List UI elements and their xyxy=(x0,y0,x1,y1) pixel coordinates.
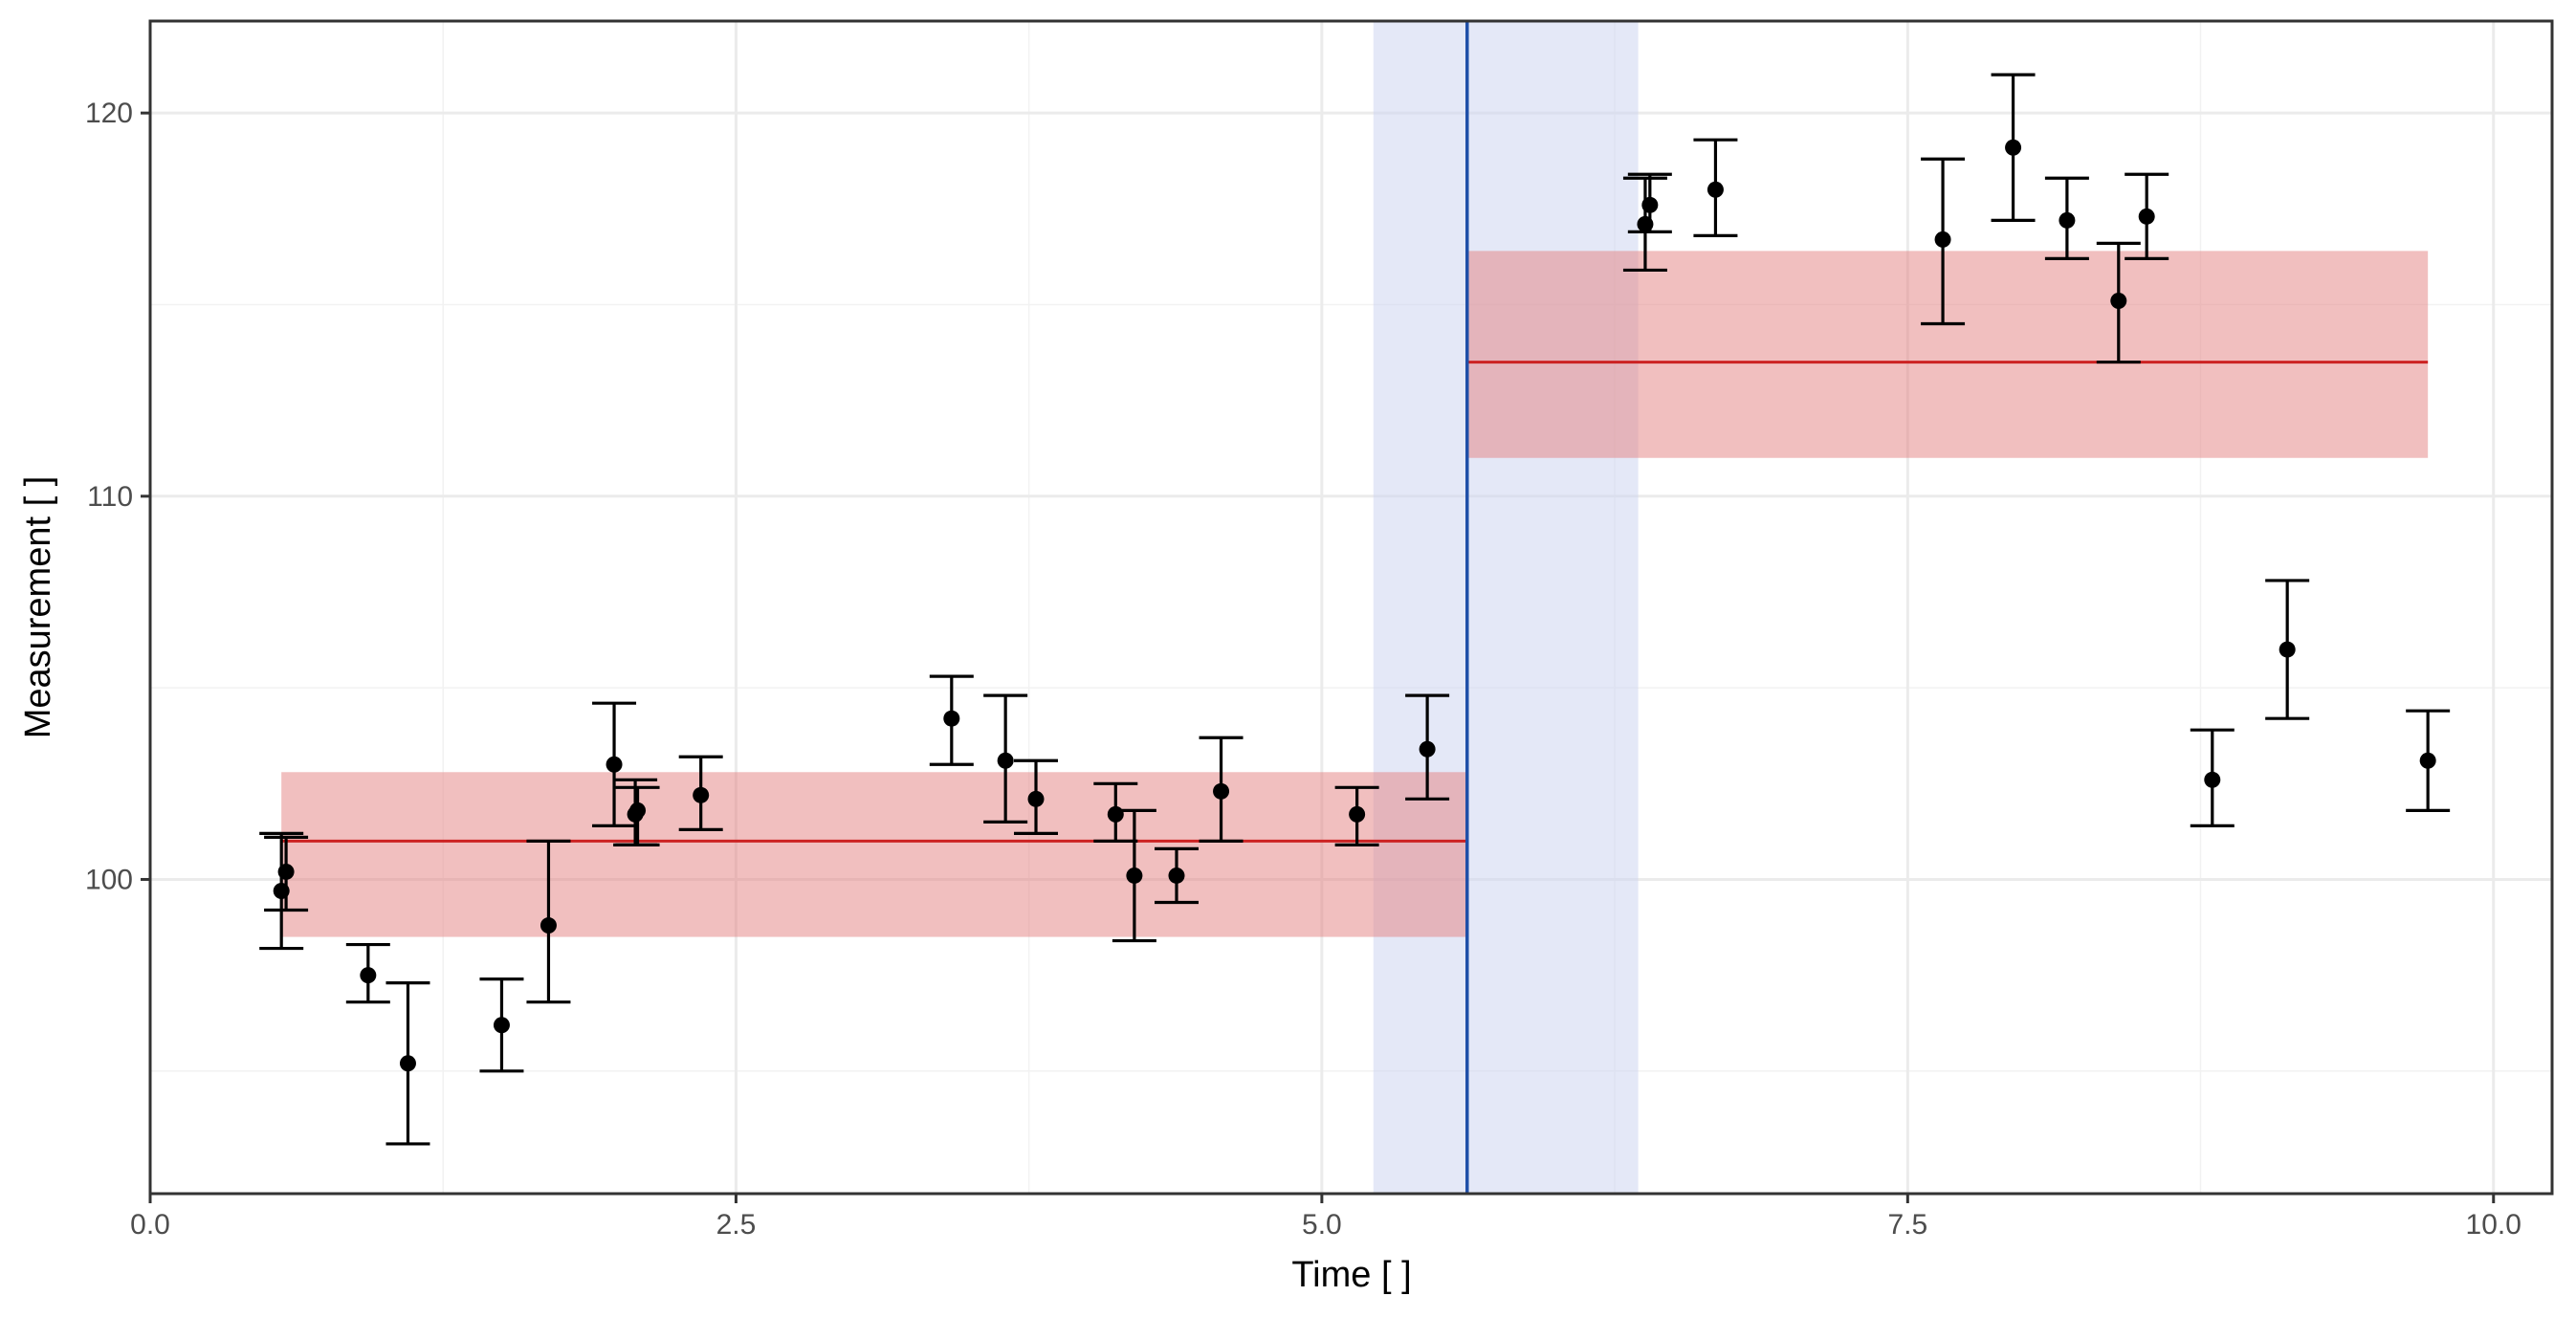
data-point-17 xyxy=(1213,782,1230,800)
error-bars xyxy=(259,73,2451,1146)
data-point-3 xyxy=(360,967,377,984)
data-point-12 xyxy=(997,752,1014,769)
x-tick-label: 2.5 xyxy=(716,1209,757,1241)
data-point-30 xyxy=(2419,752,2436,769)
change-point-interval-band xyxy=(1373,21,1639,1194)
data-point-4 xyxy=(399,1055,416,1072)
data-point-27 xyxy=(2138,208,2155,225)
x-tick-label: 0.0 xyxy=(130,1209,170,1241)
panel-border xyxy=(148,19,2554,1196)
y-tick-label: 110 xyxy=(87,481,133,513)
y-axis-title: Measurement [ ] xyxy=(18,476,58,739)
reference-lines xyxy=(281,21,2429,1194)
data-point-7 xyxy=(605,756,623,773)
x-tick-label: 7.5 xyxy=(1887,1209,1927,1241)
data-point-24 xyxy=(2005,139,2022,156)
data-point-14 xyxy=(1107,805,1124,823)
data-point-21 xyxy=(1641,196,1659,213)
y-tick-label: 100 xyxy=(85,864,133,895)
data-point-5 xyxy=(493,1017,510,1034)
grid xyxy=(148,21,2552,1194)
data-point-23 xyxy=(1934,231,1951,248)
x-tick-label: 10.0 xyxy=(2466,1209,2521,1241)
data-point-2 xyxy=(277,863,295,880)
segment-band-2 xyxy=(1466,251,2429,458)
y-axis-ticks: 100 110 120 xyxy=(85,98,150,895)
data-point-28 xyxy=(2204,771,2221,788)
segment-band-1 xyxy=(281,772,1467,937)
data-point-20 xyxy=(1637,215,1654,232)
data-point-16 xyxy=(1168,867,1185,884)
data-point-18 xyxy=(1349,805,1366,823)
data-point-25 xyxy=(2059,211,2076,229)
x-axis-title: Time [ ] xyxy=(1291,1255,1411,1295)
data-point-1 xyxy=(273,882,290,899)
x-tick-label: 5.0 xyxy=(1302,1209,1342,1241)
data-point-15 xyxy=(1126,867,1143,884)
shaded-regions xyxy=(281,21,2429,1194)
data-point-19 xyxy=(1419,740,1436,758)
y-tick-label: 120 xyxy=(85,98,133,129)
data-point-11 xyxy=(943,710,960,727)
data-point-13 xyxy=(1027,790,1045,807)
data-point-22 xyxy=(1706,181,1724,198)
data-point-29 xyxy=(2279,641,2296,658)
data-point-9 xyxy=(629,802,647,819)
data-point-26 xyxy=(2110,292,2127,309)
x-axis-ticks: 0.0 2.5 5.0 7.5 10.0 xyxy=(130,1194,2521,1241)
data-point-6 xyxy=(539,917,557,934)
data-point-10 xyxy=(693,786,710,803)
data-points xyxy=(273,139,2436,1072)
